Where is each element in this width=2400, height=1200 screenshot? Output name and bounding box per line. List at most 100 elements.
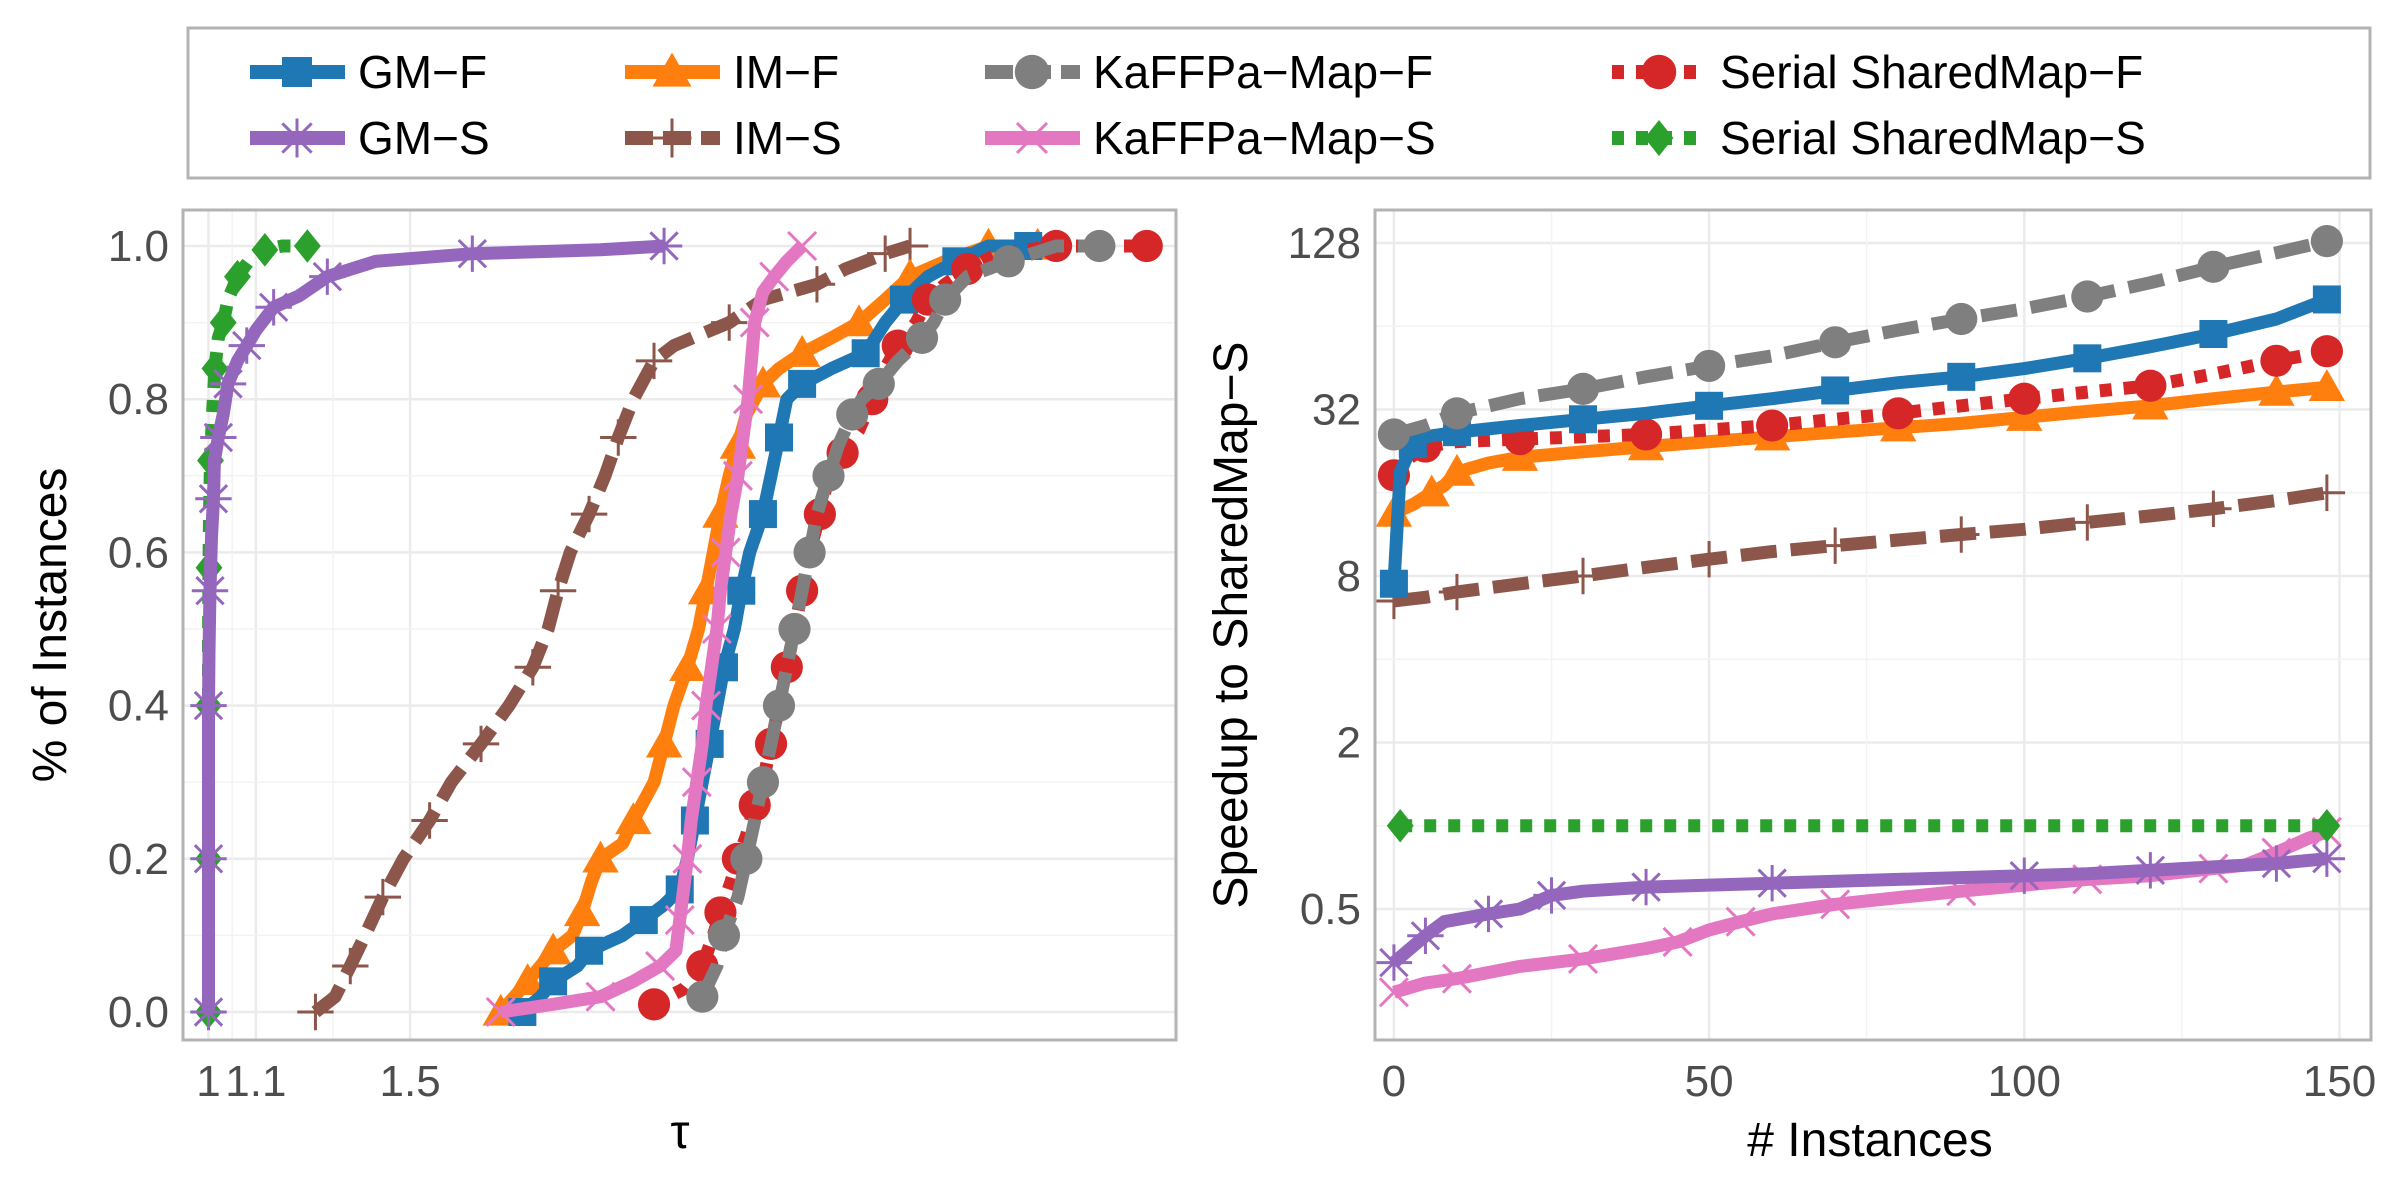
data-point [629, 906, 658, 935]
data-point [862, 367, 895, 400]
data-point [190, 687, 227, 724]
data-point [2134, 369, 2167, 402]
data-point [2258, 373, 2295, 406]
data-point [1440, 397, 1474, 430]
data-point [701, 613, 732, 645]
data-point [251, 233, 279, 267]
legend-entry-kaffpa-map-f: KaFFPa−Map−F [985, 46, 1433, 98]
tick-labels: 1 1.1 1.5 0.0 0.2 0.4 0.6 0.8 1.0 [108, 222, 441, 1106]
data-point [851, 339, 880, 368]
data-point [364, 878, 402, 916]
data-point [228, 327, 265, 364]
data-point [707, 919, 741, 952]
series-gm-f [1379, 285, 2341, 598]
data-point [1470, 895, 1507, 933]
x-axis-title: # Instances [1747, 1114, 1992, 1167]
y-axis-title: Speedup to SharedMap−S [1205, 341, 1258, 908]
data-point [645, 725, 683, 758]
data-point [788, 369, 817, 398]
data-point [891, 227, 929, 265]
x-tick-label: 150 [2303, 1057, 2376, 1106]
legend-marker [1014, 54, 1050, 90]
legend-entry-kaffpa-map-s: KaFFPa−Map−S [985, 112, 1436, 164]
data-point [748, 500, 777, 529]
data-point [711, 304, 748, 341]
data-point [1816, 527, 1854, 564]
x-axis-title: τ [671, 1106, 690, 1159]
data-point [1943, 516, 1980, 553]
data-point [635, 342, 673, 380]
data-point [563, 894, 601, 927]
data-point [2308, 369, 2346, 401]
data-point [2308, 840, 2346, 877]
y-tick-label: 0.5 [1300, 885, 1361, 934]
y-tick-label: 0.2 [108, 835, 169, 884]
series-line [518, 239, 1029, 1017]
data-point [1567, 943, 1599, 974]
legend-entry-im-f: IM−F [625, 46, 839, 98]
data-point [1695, 391, 1724, 420]
data-point [600, 419, 637, 456]
data-point [992, 245, 1025, 278]
y-tick-label: 0.6 [108, 528, 169, 577]
tick-labels: 0 50 100 150 0.5 2 8 32 128 [1288, 219, 2377, 1106]
tau-profile-plot: 1 1.1 1.5 0.0 0.2 0.4 0.6 0.8 1.0 τ % of Instanc… [24, 208, 1178, 1159]
series-layer [1375, 225, 2346, 1008]
data-point [1820, 889, 1851, 920]
plot-border [181, 208, 1178, 1042]
x-tick-label: 0 [1382, 1057, 1406, 1106]
data-point [411, 802, 448, 839]
data-point [462, 725, 500, 763]
series-kaffpa-map-f [1377, 225, 2343, 451]
data-point [1629, 418, 1663, 451]
legend-entry-im-s: IM−S [625, 112, 842, 164]
data-point [514, 649, 552, 686]
data-point [840, 304, 878, 337]
y-tick-label: 0.8 [108, 375, 169, 424]
data-point [2006, 399, 2043, 431]
data-point [787, 230, 818, 262]
data-point [664, 905, 695, 936]
data-point [836, 398, 869, 431]
data-point [1882, 397, 1915, 430]
data-point [539, 572, 577, 609]
data-point [2008, 382, 2041, 415]
data-point [2258, 845, 2295, 882]
legend-box [186, 26, 2372, 180]
data-point [539, 967, 568, 996]
series-im-s [1375, 474, 2346, 620]
data-point [730, 842, 763, 875]
data-point [454, 235, 491, 272]
data-point [637, 988, 671, 1021]
plot-border [1373, 208, 2373, 1042]
data-point [746, 766, 780, 799]
data-point [672, 843, 703, 874]
data-point [2312, 285, 2341, 314]
data-point [710, 537, 741, 568]
data-point [485, 996, 516, 1028]
data-point [1693, 349, 1726, 383]
data-point [1627, 868, 1665, 906]
grid [1375, 210, 2371, 1040]
data-point [783, 335, 821, 367]
data-point [509, 963, 546, 996]
data-point [1662, 926, 1693, 958]
data-point [762, 689, 796, 722]
data-point [2197, 250, 2230, 283]
data-point [1756, 409, 1789, 442]
series-gm-s [1375, 840, 2346, 981]
data-point [681, 767, 712, 798]
data-point [1379, 569, 1408, 598]
data-point [200, 419, 237, 456]
data-point [778, 612, 811, 646]
series-kaffpa-map-f [686, 229, 1116, 1013]
data-point [209, 365, 247, 403]
data-point [582, 840, 619, 873]
data-point [534, 932, 572, 965]
data-point [1947, 362, 1976, 391]
data-point [2195, 490, 2232, 527]
data-point [2069, 504, 2106, 541]
y-tick-label: 8 [1337, 552, 1361, 601]
data-point [2310, 335, 2343, 368]
legend-marker [652, 118, 692, 158]
